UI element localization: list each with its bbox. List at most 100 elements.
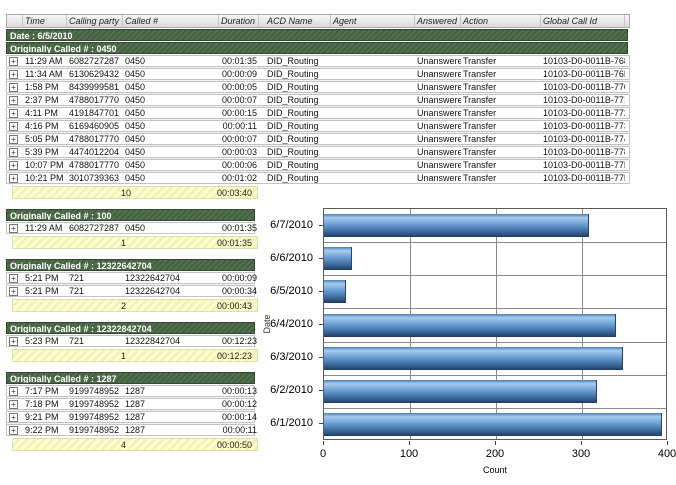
expand-icon[interactable]: +	[9, 413, 18, 422]
group-summary-row: 10 00:03:40	[12, 186, 258, 199]
cell-duration: 00:00:12	[221, 399, 257, 409]
cell-called: 0450	[125, 160, 146, 170]
y-axis-tick-mark	[319, 225, 323, 226]
table-row: +1:58 PM 8439999581 0450 00:00:05 DID_Routin…	[6, 81, 630, 93]
cell-time: 9:21 PM	[25, 412, 59, 422]
expand-cell: +	[7, 173, 23, 183]
call-group[interactable]: Originally Called # : 12322642704 +5:21 P…	[6, 259, 258, 312]
summary-call-count: 4	[121, 440, 127, 450]
x-axis-tick-label: 100	[399, 448, 419, 460]
group-rows: +5:21 PM 721 12322642704 00:00:09 +5:21 PM 72…	[6, 272, 257, 297]
y-axis-tick-mark	[319, 291, 323, 292]
expand-cell: +	[7, 336, 23, 346]
chart-band-separator	[324, 342, 666, 343]
chart-bar	[324, 214, 589, 237]
cell-global-call-id: 10103-D0-0011B-772	[543, 108, 625, 118]
table-row: +10:07 PM 4788017770 0450 00:00:06 DID_Routi…	[6, 159, 630, 171]
cell-calling-party: 6169460905	[69, 121, 120, 131]
summary-call-count: 1	[121, 351, 127, 361]
cell-duration: 00:01:02	[221, 173, 257, 183]
cell-calling-party: 4474012204	[69, 147, 120, 157]
cell-acd-name: DID_Routing	[267, 147, 319, 157]
cell-duration: 00:00:09	[221, 69, 257, 79]
cell-answered: Unanswered	[417, 69, 461, 79]
y-axis-tick-mark	[319, 423, 323, 424]
chart-bar	[324, 314, 616, 337]
cell-agent	[331, 56, 415, 66]
cell-acd-name: DID_Routing	[267, 56, 319, 66]
expand-icon[interactable]: +	[9, 274, 18, 283]
table-row: +4:11 PM 4191847701 0450 00:00:15 DID_Routin…	[6, 107, 630, 119]
expand-cell: +	[7, 399, 23, 409]
chart-bar	[324, 247, 352, 270]
cell-calling-party: 4788017770	[69, 95, 120, 105]
expand-icon[interactable]: +	[9, 122, 18, 131]
call-group[interactable]: Originally Called # : 100 +11:29 AM 608272…	[6, 209, 258, 249]
call-group[interactable]: Originally Called # : 12322842704 +5:23 P…	[6, 322, 258, 362]
expand-cell: +	[7, 95, 23, 105]
cell-answered: Unanswered	[417, 173, 461, 183]
expand-cell: +	[7, 147, 23, 157]
cell-answered: Unanswered	[417, 108, 461, 118]
expand-icon[interactable]: +	[9, 70, 18, 79]
cell-called: 0450	[125, 95, 146, 105]
cell-answered: Unanswered	[417, 160, 461, 170]
col-header-agent: Agent	[331, 15, 415, 27]
col-header-global-call-id: Global Call Id	[541, 15, 625, 27]
chart-band-separator	[324, 275, 666, 276]
table-row: +11:29 AM 6082727287 0450 00:01:35	[6, 222, 257, 234]
x-axis-tick-mark	[495, 441, 496, 445]
summary-call-count: 10	[121, 188, 132, 198]
cell-calling-party: 9199748952	[69, 399, 120, 409]
cell-agent	[331, 173, 415, 183]
expand-cell: +	[7, 134, 23, 144]
cell-called: 1287	[125, 399, 146, 409]
expand-icon[interactable]: +	[9, 161, 18, 170]
summary-total-duration: 00:01:35	[216, 238, 252, 248]
table-row: +4:16 PM 6169460905 0450 00:00:11 DID_Routin…	[6, 120, 630, 132]
cell-duration: 00:00:06	[221, 160, 257, 170]
cell-acd-name: DID_Routing	[267, 69, 319, 79]
expand-icon[interactable]: +	[9, 57, 18, 66]
cell-action: Transfer	[463, 147, 497, 157]
chart-bar	[324, 413, 662, 436]
group-header: Originally Called # : 12322642704	[6, 259, 255, 271]
expand-icon[interactable]: +	[9, 287, 18, 296]
expand-icon[interactable]: +	[9, 337, 18, 346]
date-group-header: Date : 6/5/2010	[6, 29, 628, 41]
cell-calling-party: 9199748952	[69, 386, 120, 396]
expand-icon[interactable]: +	[9, 83, 18, 92]
expand-icon[interactable]: +	[9, 387, 18, 396]
chart-plot-area	[323, 208, 667, 440]
expand-icon[interactable]: +	[9, 400, 18, 409]
group-rows: +7:17 PM 9199748952 1287 00:00:13 +7:18 PM 91…	[6, 385, 257, 436]
y-axis-labels: 6/7/2010 6/6/2010 6/5/2010 6/4/2010 6/3/2010…	[260, 208, 319, 440]
expand-icon[interactable]: +	[9, 174, 18, 183]
cell-answered: Unanswered	[417, 121, 461, 131]
cell-time: 9:22 PM	[25, 425, 59, 435]
expand-icon[interactable]: +	[9, 426, 18, 435]
expand-icon[interactable]: +	[9, 148, 18, 157]
group-header: Originally Called # : 100	[6, 209, 255, 221]
cell-time: 5:39 PM	[25, 147, 59, 157]
cell-answered: Unanswered	[417, 95, 461, 105]
cell-duration: 00:00:13	[221, 386, 257, 396]
col-header-acd-name: ACD Name	[259, 15, 331, 27]
cell-time: 4:16 PM	[25, 121, 59, 131]
expand-icon[interactable]: +	[9, 224, 18, 233]
call-group[interactable]: Originally Called # : 0450 +11:29 AM 60827…	[6, 42, 630, 199]
cell-called: 1287	[125, 425, 146, 435]
group-header: Originally Called # : 1287	[6, 372, 255, 384]
y-axis-tick-mark	[319, 357, 323, 358]
expand-icon[interactable]: +	[9, 135, 18, 144]
cell-action: Transfer	[463, 173, 497, 183]
cell-action: Transfer	[463, 108, 497, 118]
x-axis-tick-label: 200	[485, 448, 505, 460]
cell-called: 0450	[125, 108, 146, 118]
summary-total-duration: 00:03:40	[216, 188, 252, 198]
expand-icon[interactable]: +	[9, 109, 18, 118]
call-group[interactable]: Originally Called # : 1287 +7:17 PM 919974…	[6, 372, 258, 451]
expand-icon[interactable]: +	[9, 96, 18, 105]
table-row: +10:21 PM 3010739363 0450 00:01:02 DID_Routi…	[6, 172, 630, 184]
table-row: +7:18 PM 9199748952 1287 00:00:12	[6, 398, 257, 410]
